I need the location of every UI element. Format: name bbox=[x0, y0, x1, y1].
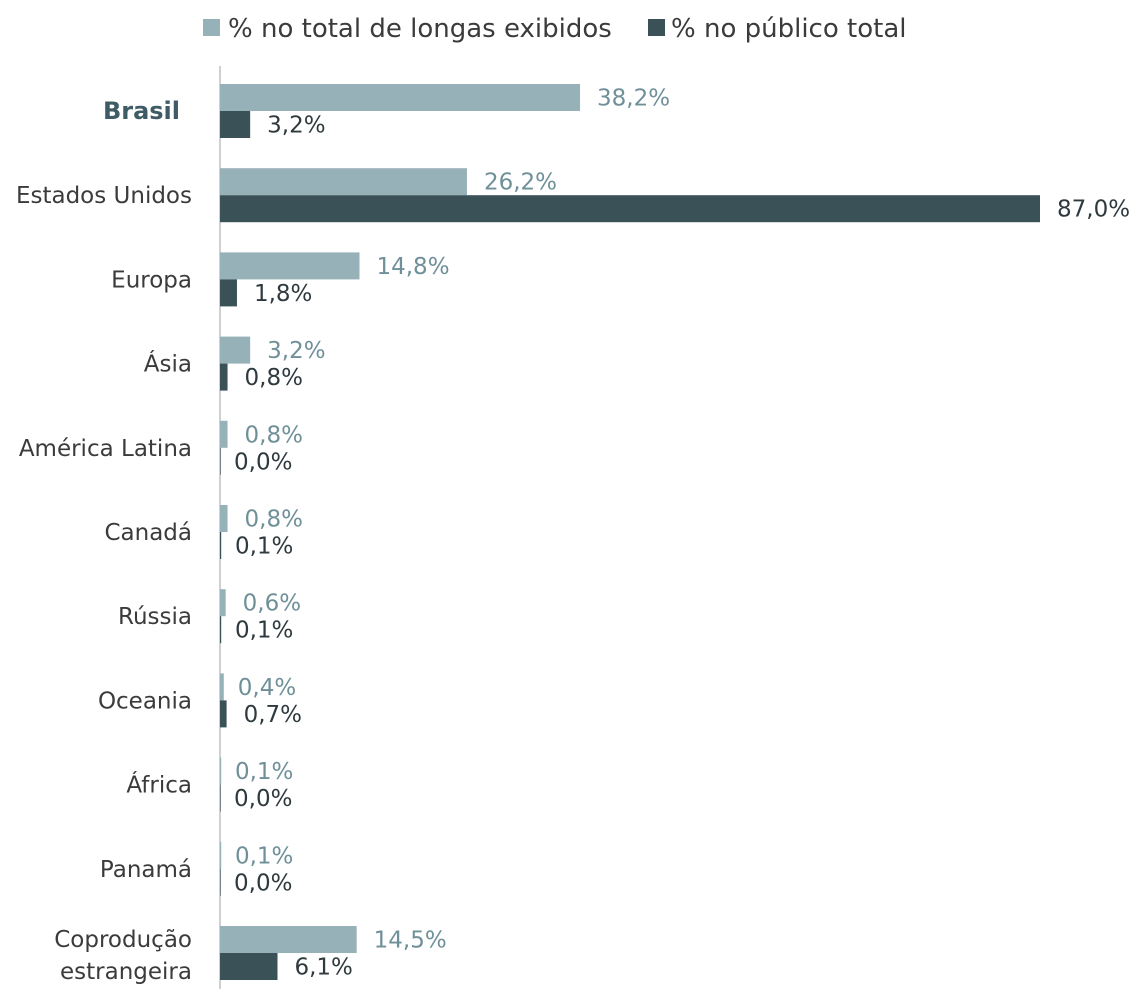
value-label-2-10: 0,0% bbox=[234, 870, 292, 896]
category-label-9: África bbox=[126, 771, 192, 799]
bar-2-1 bbox=[220, 111, 251, 138]
value-label-1-5: 0,8% bbox=[245, 422, 303, 448]
legend-label-2: % no público total bbox=[671, 14, 906, 44]
value-label-1-1: 38,2% bbox=[597, 86, 670, 112]
bar-2-9 bbox=[220, 784, 221, 812]
category-label-10: Panamá bbox=[100, 857, 192, 883]
value-label-2-8: 0,7% bbox=[244, 702, 302, 728]
value-label-1-9: 0,1% bbox=[235, 759, 293, 785]
bar-2-2 bbox=[220, 195, 1040, 223]
value-label-1-8: 0,4% bbox=[238, 675, 296, 701]
value-label-2-4: 0,8% bbox=[245, 365, 303, 391]
value-label-2-5: 0,0% bbox=[234, 449, 292, 475]
bar-1-10 bbox=[220, 841, 222, 869]
category-label-7: Rússia bbox=[118, 604, 192, 630]
bar-1-8 bbox=[220, 673, 224, 701]
category-label-11: Coprodução estrangeira bbox=[54, 927, 192, 985]
bar-2-5 bbox=[220, 447, 221, 475]
value-label-1-3: 14,8% bbox=[376, 254, 449, 280]
legend-swatch-1 bbox=[203, 19, 220, 36]
value-label-2-1: 3,2% bbox=[267, 113, 325, 139]
value-label-2-9: 0,0% bbox=[234, 786, 292, 812]
category-label-6: Canadá bbox=[104, 520, 192, 546]
value-label-2-3: 1,8% bbox=[254, 281, 312, 307]
value-label-1-7: 0,6% bbox=[243, 591, 301, 617]
category-label-8: Oceania bbox=[98, 688, 192, 714]
value-label-2-11: 6,1% bbox=[294, 955, 352, 981]
bar-2-8 bbox=[220, 700, 227, 728]
bar-2-3 bbox=[220, 279, 237, 307]
category-label-3: Europa bbox=[111, 267, 192, 293]
bar-2-4 bbox=[220, 363, 228, 391]
bar-1-7 bbox=[220, 589, 226, 617]
bar-2-10 bbox=[220, 868, 221, 896]
category-label-5: América Latina bbox=[19, 436, 192, 462]
value-label-2-2: 87,0% bbox=[1057, 197, 1130, 223]
bar-1-9 bbox=[220, 757, 222, 785]
bar-1-4 bbox=[220, 336, 251, 364]
bar-1-1 bbox=[220, 84, 581, 111]
legend-swatch-2 bbox=[648, 19, 665, 36]
bar-2-11 bbox=[220, 953, 278, 980]
legend-label-1: % no total de longas exibidos bbox=[228, 14, 612, 44]
category-label-1: Brasil bbox=[103, 97, 180, 125]
category-label-2: Estados Unidos bbox=[16, 183, 192, 209]
bar-1-11 bbox=[220, 926, 357, 953]
value-label-2-6: 0,1% bbox=[235, 534, 293, 560]
bar-2-7 bbox=[220, 616, 222, 644]
bar-1-3 bbox=[220, 252, 360, 280]
bar-2-6 bbox=[220, 532, 222, 559]
category-labels: Brasil Estados Unidos Europa Ásia América La… bbox=[16, 97, 192, 985]
value-label-1-10: 0,1% bbox=[235, 843, 293, 869]
value-label-1-6: 0,8% bbox=[245, 507, 303, 533]
value-label-1-4: 3,2% bbox=[267, 338, 325, 364]
value-labels: 38,2%3,2%26,2%87,0%14,8%1,8%3,2%0,8%0,8%… bbox=[234, 86, 1130, 981]
bars bbox=[220, 84, 1040, 980]
bar-1-2 bbox=[220, 168, 467, 196]
value-label-2-7: 0,1% bbox=[235, 618, 293, 644]
category-label-4: Ásia bbox=[144, 350, 192, 378]
value-label-1-11: 14,5% bbox=[374, 928, 447, 954]
value-label-1-2: 26,2% bbox=[484, 170, 557, 196]
bar-1-6 bbox=[220, 505, 228, 532]
legend: % no total de longas exibidos % no públic… bbox=[203, 14, 906, 44]
bar-1-5 bbox=[220, 420, 228, 448]
